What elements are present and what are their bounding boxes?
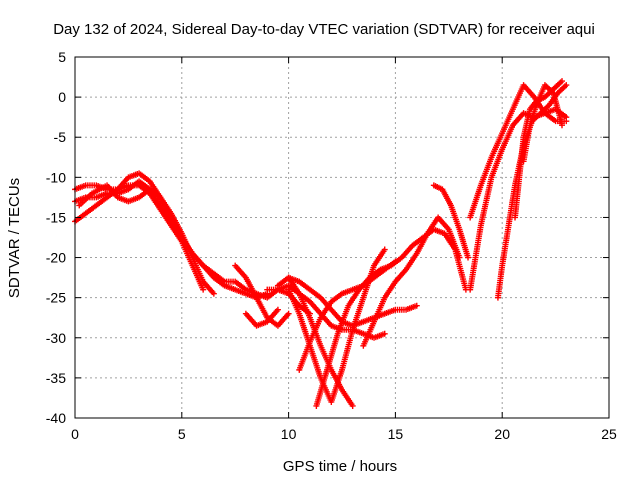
data-point bbox=[559, 78, 566, 85]
data-point bbox=[413, 302, 420, 309]
data-point bbox=[285, 310, 292, 317]
x-tick-label: 10 bbox=[281, 426, 297, 442]
y-tick-labels: 5 0 -5 -10 -15 -20 -25 -30 -35 -40 bbox=[46, 49, 66, 426]
series-track-6 bbox=[232, 262, 292, 329]
data-point bbox=[563, 114, 570, 121]
series-track-16 bbox=[467, 82, 570, 221]
x-tick-label: 20 bbox=[494, 426, 510, 442]
y-tick-label: -35 bbox=[46, 370, 66, 386]
data-point bbox=[200, 286, 207, 293]
chart-title: Day 132 of 2024, Sidereal Day-to-day VTE… bbox=[53, 21, 595, 38]
x-tick-label: 15 bbox=[388, 426, 404, 442]
data-point bbox=[563, 82, 570, 89]
data-points bbox=[72, 78, 570, 409]
x-axis-label: GPS time / hours bbox=[283, 458, 397, 475]
x-tick-label: 5 bbox=[178, 426, 186, 442]
y-tick-label: 0 bbox=[58, 89, 66, 105]
data-point bbox=[456, 254, 463, 261]
y-tick-label: -15 bbox=[46, 209, 66, 225]
series-track-14 bbox=[360, 214, 463, 349]
y-tick-label: -5 bbox=[54, 129, 67, 145]
plot-frame bbox=[74, 56, 610, 419]
y-axis-label: SDTVAR / TECUs bbox=[6, 178, 23, 298]
data-point bbox=[274, 306, 281, 313]
data-point bbox=[381, 246, 388, 253]
y-tick-label: -10 bbox=[46, 169, 66, 185]
series-track-13 bbox=[285, 246, 388, 405]
y-tick-label: -30 bbox=[46, 330, 66, 346]
series-track-7 bbox=[242, 306, 281, 329]
series-track-20 bbox=[520, 82, 566, 165]
y-tick-label: -25 bbox=[46, 290, 66, 306]
x-tick-label: 0 bbox=[71, 426, 79, 442]
data-point bbox=[210, 290, 217, 297]
y-tick-label: -20 bbox=[46, 250, 66, 266]
data-point bbox=[349, 402, 356, 409]
y-tick-label: 5 bbox=[58, 49, 66, 65]
y-tick-label: -40 bbox=[46, 410, 66, 426]
series-track-17 bbox=[467, 106, 570, 293]
x-tick-label: 25 bbox=[601, 426, 617, 442]
x-tick-labels: 0 5 10 15 20 25 bbox=[71, 426, 617, 442]
data-point bbox=[381, 330, 388, 337]
series-track-10 bbox=[285, 274, 356, 409]
data-point bbox=[559, 122, 566, 129]
series-track-15 bbox=[430, 182, 472, 261]
axis-ticks bbox=[74, 56, 610, 419]
data-point bbox=[465, 254, 472, 261]
